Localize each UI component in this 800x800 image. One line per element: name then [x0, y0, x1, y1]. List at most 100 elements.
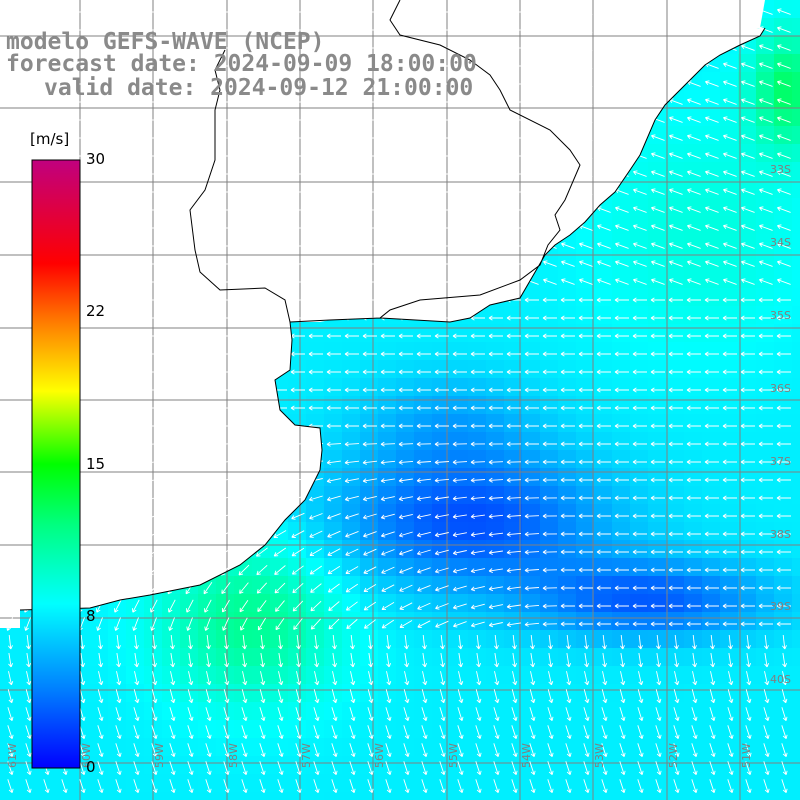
wind-arrow [704, 315, 719, 321]
wind-arrow [256, 582, 268, 594]
wind-speed-cell [612, 414, 631, 433]
wind-arrow [777, 62, 791, 69]
wind-speed-cell [576, 486, 595, 505]
wind-arrow [596, 423, 611, 429]
wind-arrow [615, 44, 629, 51]
wind-arrow [493, 761, 500, 776]
wind-speed-cell [540, 558, 559, 577]
wind-speed-cell [576, 270, 595, 289]
wind-arrow [110, 117, 125, 123]
wind-arrow [434, 441, 450, 447]
wind-arrow [488, 63, 503, 69]
wind-speed-cell [558, 414, 577, 433]
longitude-label: 52W [667, 743, 680, 768]
wind-arrow [669, 188, 683, 195]
wind-arrow [112, 546, 124, 558]
wind-speed-cell [774, 288, 793, 307]
wind-arrow [272, 387, 287, 393]
wind-arrow [458, 653, 464, 668]
wind-arrow [92, 441, 108, 447]
wind-speed-cell [648, 288, 667, 307]
wind-arrow [524, 459, 540, 465]
wind-arrow [452, 171, 467, 177]
wind-arrow [488, 171, 503, 177]
wind-arrow [470, 315, 485, 321]
wind-speed-cell [666, 108, 685, 127]
wind-arrow [776, 387, 791, 393]
wind-arrow [259, 689, 266, 704]
wind-arrow [542, 549, 558, 555]
wind-arrow [380, 9, 395, 15]
wind-arrow [668, 369, 683, 375]
wind-speed-cell [576, 576, 595, 595]
wind-arrow [705, 188, 719, 195]
wind-arrow [421, 689, 428, 704]
wind-arrow [110, 27, 125, 33]
wind-arrow [362, 99, 377, 105]
wind-arrow [277, 761, 284, 776]
wind-arrow [110, 351, 125, 357]
wind-speed-cell [684, 792, 703, 800]
wind-arrow [380, 45, 395, 51]
wind-arrow [470, 99, 485, 105]
wind-arrow [686, 585, 701, 591]
wind-arrow [290, 477, 305, 484]
wind-arrow [128, 189, 143, 195]
wind-speed-cell [684, 288, 703, 307]
wind-speed-cell [378, 450, 397, 469]
wind-arrow [183, 529, 196, 539]
wind-arrow [308, 153, 323, 159]
wind-arrow [777, 44, 791, 51]
wind-speed-cell [666, 216, 685, 235]
wind-speed-cell [324, 792, 343, 800]
wind-arrow [632, 441, 647, 447]
wind-arrow [452, 550, 467, 556]
wind-arrow [151, 707, 158, 722]
wind-arrow [579, 26, 593, 33]
wind-arrow [525, 8, 539, 15]
wind-arrow [292, 582, 304, 594]
wind-arrow [272, 441, 288, 447]
wind-arrow [200, 63, 215, 69]
wind-arrow [650, 297, 665, 303]
wind-arrow [596, 585, 611, 591]
wind-arrow [223, 743, 230, 758]
wind-arrow [114, 617, 121, 631]
wind-arrow [615, 206, 629, 213]
wind-arrow [758, 513, 773, 519]
wind-speed-cell [378, 342, 397, 361]
wind-speed-cell [522, 306, 541, 325]
wind-arrow [434, 261, 449, 267]
wind-speed-cell [738, 576, 757, 595]
wind-speed-cell [468, 594, 487, 613]
wind-arrow [548, 671, 554, 686]
wind-arrow [511, 743, 518, 758]
wind-arrow [777, 98, 791, 105]
wind-arrow [2, 477, 17, 484]
wind-arrow [776, 531, 791, 537]
wind-speed-cell [630, 414, 649, 433]
wind-arrow [165, 512, 179, 521]
wind-speed-cell [612, 306, 631, 325]
wind-speed-cell [738, 54, 757, 73]
wind-arrow [746, 671, 752, 686]
wind-arrow [273, 495, 287, 502]
wind-speed-cell [486, 432, 505, 451]
wind-speed-cell [360, 396, 379, 415]
wind-arrow [723, 134, 737, 141]
wind-arrow [313, 743, 320, 758]
wind-arrow [524, 333, 539, 339]
wind-arrow [326, 333, 341, 339]
latitude-label: 37S [770, 455, 791, 468]
wind-arrow [759, 278, 773, 285]
wind-arrow [723, 98, 737, 105]
wind-speed-cell [576, 558, 595, 577]
wind-arrow [488, 495, 504, 501]
wind-arrow [110, 387, 125, 393]
wind-speed-cell [792, 18, 800, 37]
wind-speed-cell [630, 324, 649, 343]
wind-speed-cell [756, 432, 775, 451]
wind-arrow [741, 206, 755, 213]
wind-arrow [96, 599, 104, 613]
wind-arrow [2, 333, 17, 339]
